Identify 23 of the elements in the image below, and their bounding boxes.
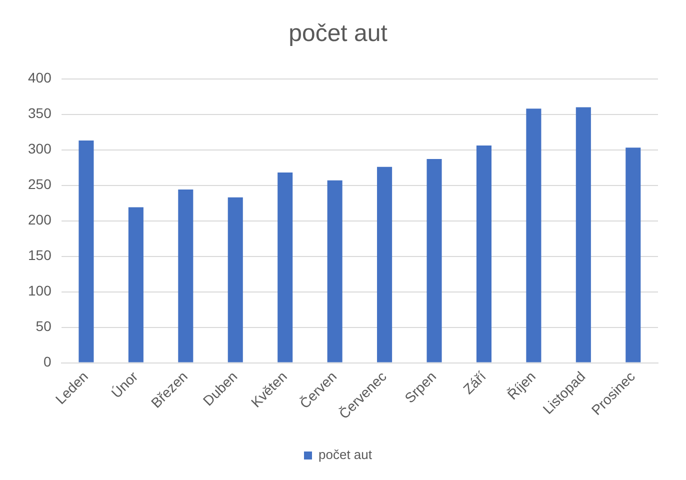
bar [576,107,591,362]
chart-title: počet aut [288,20,388,48]
bar [377,166,392,362]
y-tick-label: 0 [44,354,52,370]
y-tick-label: 250 [28,176,52,192]
y-tick-label: 50 [36,318,52,334]
bar [426,159,442,362]
bar [128,207,144,362]
y-tick-label: 300 [28,140,52,157]
y-tick-label: 150 [28,247,52,264]
legend-label: počet aut [318,447,372,462]
bar [228,197,243,362]
bar [178,190,194,362]
bar [626,148,641,362]
y-tick-label: 400 [28,70,52,86]
y-tick-label: 350 [28,105,52,122]
bar [476,146,492,362]
y-tick-label: 100 [28,282,52,299]
bar [327,180,342,362]
bar [78,140,94,362]
bar [526,108,542,362]
bar [278,172,293,362]
y-tick-label: 200 [28,212,52,228]
